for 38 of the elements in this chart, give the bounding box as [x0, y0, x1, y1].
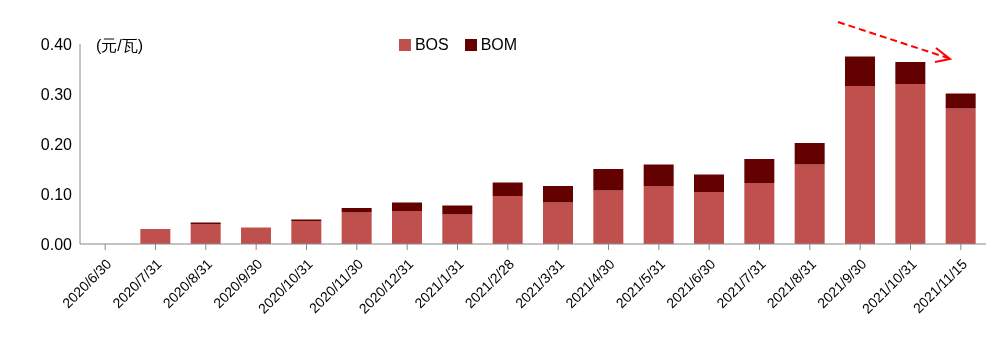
bar: [794, 164, 825, 244]
bar: [643, 164, 674, 186]
bar: [241, 227, 271, 244]
bar: [392, 211, 422, 244]
bar: [945, 93, 976, 109]
bar: [845, 86, 875, 244]
bar: [190, 224, 221, 244]
y-tick-label: 0.00: [40, 235, 73, 253]
legend-label: BOS: [413, 36, 449, 54]
bar: [543, 186, 573, 203]
y-axis-title: (元/瓦): [96, 36, 144, 56]
bar: [442, 205, 473, 215]
bar: [945, 108, 976, 244]
bar: [694, 192, 724, 244]
bar: [593, 190, 624, 244]
bar: [744, 183, 775, 244]
bar: [794, 143, 825, 165]
bar: [895, 84, 926, 244]
bar: [492, 196, 523, 244]
y-tick-label: 0.40: [40, 35, 73, 53]
bar: [392, 202, 422, 211]
bar: [895, 62, 926, 84]
y-tick-label: 0.20: [40, 135, 73, 153]
bar: [593, 169, 624, 191]
bar: [643, 186, 674, 244]
bar: [291, 221, 322, 244]
bar: [442, 214, 473, 244]
bar: [543, 202, 573, 244]
bar: [341, 212, 372, 244]
bar: [341, 208, 372, 213]
bar: [492, 182, 523, 196]
legend-label: BOM: [479, 36, 518, 54]
y-tick-label: 0.30: [40, 85, 73, 103]
bar: [694, 174, 724, 192]
bar: [744, 159, 775, 183]
y-tick-label: 0.10: [40, 185, 73, 203]
bar: [845, 56, 875, 86]
bar: [140, 229, 171, 244]
